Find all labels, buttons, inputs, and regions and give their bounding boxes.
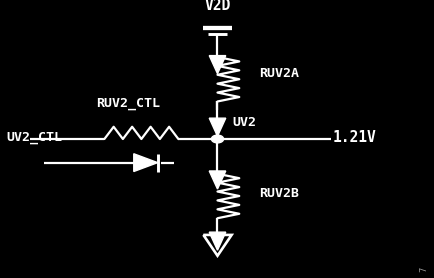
Text: 1.21V: 1.21V	[332, 130, 376, 145]
Polygon shape	[209, 118, 225, 136]
Polygon shape	[209, 232, 225, 250]
Polygon shape	[209, 56, 225, 74]
Polygon shape	[209, 171, 225, 189]
Text: UV2: UV2	[232, 116, 256, 129]
Text: 7: 7	[418, 267, 427, 272]
Circle shape	[211, 135, 223, 143]
Text: RUV2_CTL: RUV2_CTL	[96, 97, 160, 110]
Polygon shape	[134, 154, 158, 172]
Text: RUV2A: RUV2A	[258, 67, 298, 80]
Text: V2D: V2D	[204, 0, 230, 13]
Text: UV2_CTL: UV2_CTL	[7, 131, 62, 144]
Text: RUV2B: RUV2B	[258, 187, 298, 200]
